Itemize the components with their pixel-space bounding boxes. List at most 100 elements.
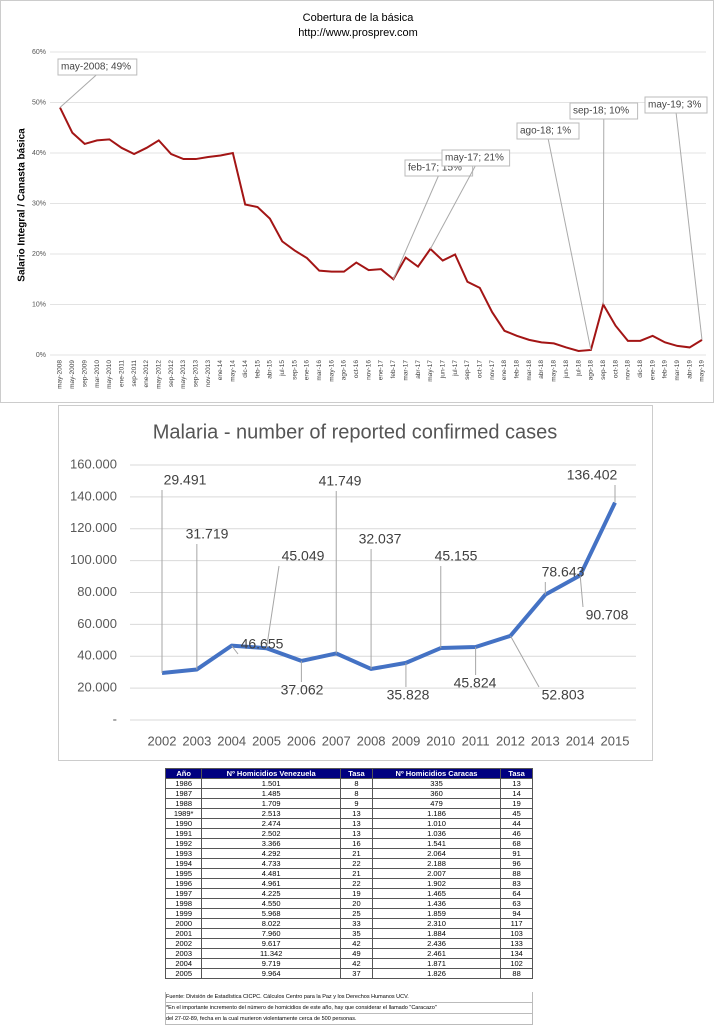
table-cell: 37: [340, 968, 373, 979]
table-cell: 1994: [164, 858, 203, 869]
x-tick-label: ene-16: [304, 360, 311, 381]
x-tick-label: dic-14: [242, 360, 249, 378]
data-label: 35.828: [387, 687, 430, 703]
table-cell: 9: [340, 798, 373, 809]
x-tick-label: 2007: [322, 733, 351, 748]
note: del 27-02-89, fecha en la cual murieron …: [165, 1014, 533, 1025]
x-tick-label: mar-2010: [94, 360, 101, 388]
table-row: 1998 4.550 20 1.436 63: [164, 898, 533, 909]
annotation-leader: [429, 164, 477, 250]
annotation-leader: [602, 117, 605, 305]
table-cell: 9.719: [201, 958, 342, 969]
x-tick-label: jul-15: [279, 360, 286, 377]
series-line: [59, 107, 703, 352]
x-tick-label: sep-2011: [131, 360, 138, 387]
x-tick-label: 2005: [252, 733, 281, 748]
header-row: Año Nº Homicidios Venezuela Tasa Nº Homicid…: [164, 768, 533, 779]
x-tick-label: 2014: [566, 733, 595, 748]
y-tick-label: -: [113, 711, 117, 726]
table-cell: 22: [340, 878, 373, 889]
x-tick-label: sep-2012: [168, 360, 175, 387]
x-tick-label: may-17: [427, 360, 434, 382]
table-cell: 13: [500, 778, 533, 789]
label-leader: [266, 565, 280, 649]
series-line: [161, 501, 617, 675]
table-cell: 2.513: [201, 808, 342, 819]
table-cell: 1996: [164, 878, 203, 889]
table-cell: 2.436: [371, 938, 502, 949]
table-cell: 335: [371, 778, 502, 789]
annotation-box: [57, 58, 138, 76]
x-tick-label: feb-18: [514, 360, 521, 379]
note: *En el importante incremento del número …: [165, 1003, 533, 1014]
table-cell: 19: [500, 798, 533, 809]
x-tick-label: nov-17: [489, 360, 496, 380]
table-row: 1996 4.961 22 1.902 83: [164, 878, 533, 889]
x-tick-label: may-2013: [180, 360, 187, 389]
x-tick-label: 2012: [496, 733, 525, 748]
x-tick-label: may-19: [699, 360, 706, 382]
y-tick-label: 160.000: [70, 456, 117, 471]
header-cell: Año: [164, 768, 203, 779]
table-row: 1994 4.733 22 2.188 96: [164, 858, 533, 869]
table-cell: 1992: [164, 838, 203, 849]
table-cell: 2005: [164, 968, 203, 979]
table-cell: 46: [500, 828, 533, 839]
x-tick-label: nov-16: [365, 360, 372, 380]
table-cell: 8.022: [201, 918, 342, 929]
x-tick-label: sep-18: [600, 360, 607, 380]
table-cell: 2.064: [371, 848, 502, 859]
chart-subtitle: http://www.prosprev.com: [298, 27, 418, 39]
x-tick-label: abr-15: [267, 360, 274, 379]
table-cell: 2.310: [371, 918, 502, 929]
table-cell: 22: [340, 858, 373, 869]
table-cell: 4.481: [201, 868, 342, 879]
table-cell: 42: [340, 938, 373, 949]
table-cell: 1.709: [201, 798, 342, 809]
table-cell: 1.541: [371, 838, 502, 849]
table-cell: 83: [500, 878, 533, 889]
label-leader: [510, 635, 540, 688]
x-tick-label: may-2008: [57, 360, 64, 389]
note: Fuente: División de Estadística CICPC. C…: [165, 992, 533, 1003]
table-cell: 1997: [164, 888, 203, 899]
x-tick-label: abr-17: [415, 360, 422, 379]
x-tick-label: 2011: [462, 733, 490, 748]
x-tick-label: nov-18: [625, 360, 632, 380]
x-tick-label: jul-17: [452, 360, 459, 377]
table-cell: 2003: [164, 948, 203, 959]
table-cell: 4.225: [201, 888, 342, 899]
table-cell: 1.010: [371, 818, 502, 829]
table-cell: 20: [340, 898, 373, 909]
y-tick-label: 20.000: [77, 680, 117, 695]
x-tick-label: 2010: [426, 733, 455, 748]
table-cell: 1987: [164, 788, 203, 799]
y-tick-label: 30%: [32, 200, 46, 207]
annotation-leader: [675, 111, 703, 340]
annotation: may-17; 21%: [445, 153, 504, 164]
table-row: 1992 3.366 16 1.541 68: [164, 838, 533, 849]
label-leader: [579, 575, 584, 608]
data-label: 46.655: [241, 636, 284, 652]
table-cell: 35: [340, 928, 373, 939]
x-tick-label: ago-18: [588, 360, 595, 381]
table-cell: 479: [371, 798, 502, 809]
annotation: feb-17; 15%: [408, 163, 462, 174]
x-tick-label: ene-2012: [143, 360, 150, 388]
table-cell: 2.007: [371, 868, 502, 879]
table-cell: 14: [500, 788, 533, 799]
chart-salary: Cobertura de la básica http://www.prospr…: [0, 0, 714, 403]
table-row: 2005 9.964 37 1.826 88: [164, 968, 533, 979]
table-row: 2001 7.960 35 1.884 103: [164, 928, 533, 939]
y-tick-label: 40%: [32, 150, 46, 157]
table-cell: 3.366: [201, 838, 342, 849]
table-cell: 1998: [164, 898, 203, 909]
x-tick-label: mar-17: [402, 360, 409, 381]
table-cell: 2.461: [371, 948, 502, 959]
x-tick-label: may-18: [551, 360, 558, 382]
annotation-leader: [547, 137, 592, 351]
table-cell: 102: [500, 958, 533, 969]
table-cell: 42: [340, 958, 373, 969]
data-label: 37.062: [281, 682, 324, 698]
